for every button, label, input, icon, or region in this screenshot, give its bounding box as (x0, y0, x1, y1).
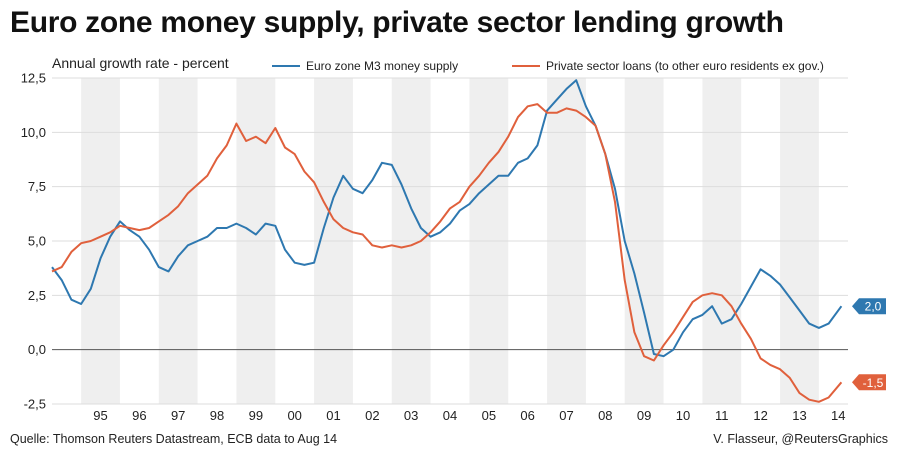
x-tick-label: 12 (753, 408, 767, 423)
x-tick-label: 10 (676, 408, 690, 423)
x-axis-ticks: 95 96 97 98 99 00 01 02 03 04 05 06 07 08 09 10 11 12 13 14 (93, 408, 845, 423)
x-tick-label: 96 (132, 408, 146, 423)
x-tick-label: 09 (637, 408, 651, 423)
x-tick-label: 00 (287, 408, 301, 423)
series-line (51, 103, 843, 403)
y-tick-label: 7,5 (28, 179, 46, 194)
legend: Euro zone M3 money supply Private sector … (272, 59, 824, 73)
x-tick-label: 98 (210, 408, 224, 423)
x-tick-label: 05 (482, 408, 496, 423)
x-tick-label: 06 (520, 408, 534, 423)
y-tick-label: 0,0 (28, 342, 46, 357)
end-label-tag (852, 374, 886, 391)
legend-label: Private sector loans (to other euro resi… (546, 59, 824, 73)
end-label-value: -1,5 (863, 376, 884, 390)
y-tick-label: 5,0 (28, 234, 46, 249)
x-tick-label: 02 (365, 408, 379, 423)
credit-note: V. Flasseur, @ReutersGraphics (713, 432, 888, 446)
y-axis-ticks: 12,5 10,0 7,5 5,0 2,5 0,0 -2,5 (21, 71, 46, 412)
chart-title: Euro zone money supply, private sector l… (10, 6, 784, 39)
x-tick-label: 95 (93, 408, 107, 423)
x-tick-label: 99 (249, 408, 263, 423)
y-tick-label: -2,5 (24, 397, 46, 412)
source-note: Quelle: Thomson Reuters Datastream, ECB … (10, 432, 338, 446)
x-tick-label: 07 (559, 408, 573, 423)
series-lines (51, 79, 843, 403)
x-tick-label: 03 (404, 408, 418, 423)
x-tick-label: 01 (326, 408, 340, 423)
series-line (51, 79, 843, 358)
x-tick-label: 13 (792, 408, 806, 423)
end-label-tag (852, 298, 886, 315)
y-tick-label: 12,5 (21, 71, 46, 86)
y-axis-label: Annual growth rate - percent (52, 55, 229, 71)
x-tick-label: 11 (715, 408, 729, 423)
end-labels: 2,0 -1,5 (852, 298, 886, 391)
x-tick-label: 08 (598, 408, 612, 423)
x-tick-label: 04 (443, 408, 457, 423)
gridlines (52, 77, 848, 405)
y-tick-label: 10,0 (21, 125, 46, 140)
legend-label: Euro zone M3 money supply (306, 59, 458, 73)
x-tick-label: 97 (171, 408, 185, 423)
y-tick-label: 2,5 (28, 288, 46, 303)
end-label-value: 2,0 (865, 300, 882, 314)
x-tick-label: 14 (831, 408, 845, 423)
